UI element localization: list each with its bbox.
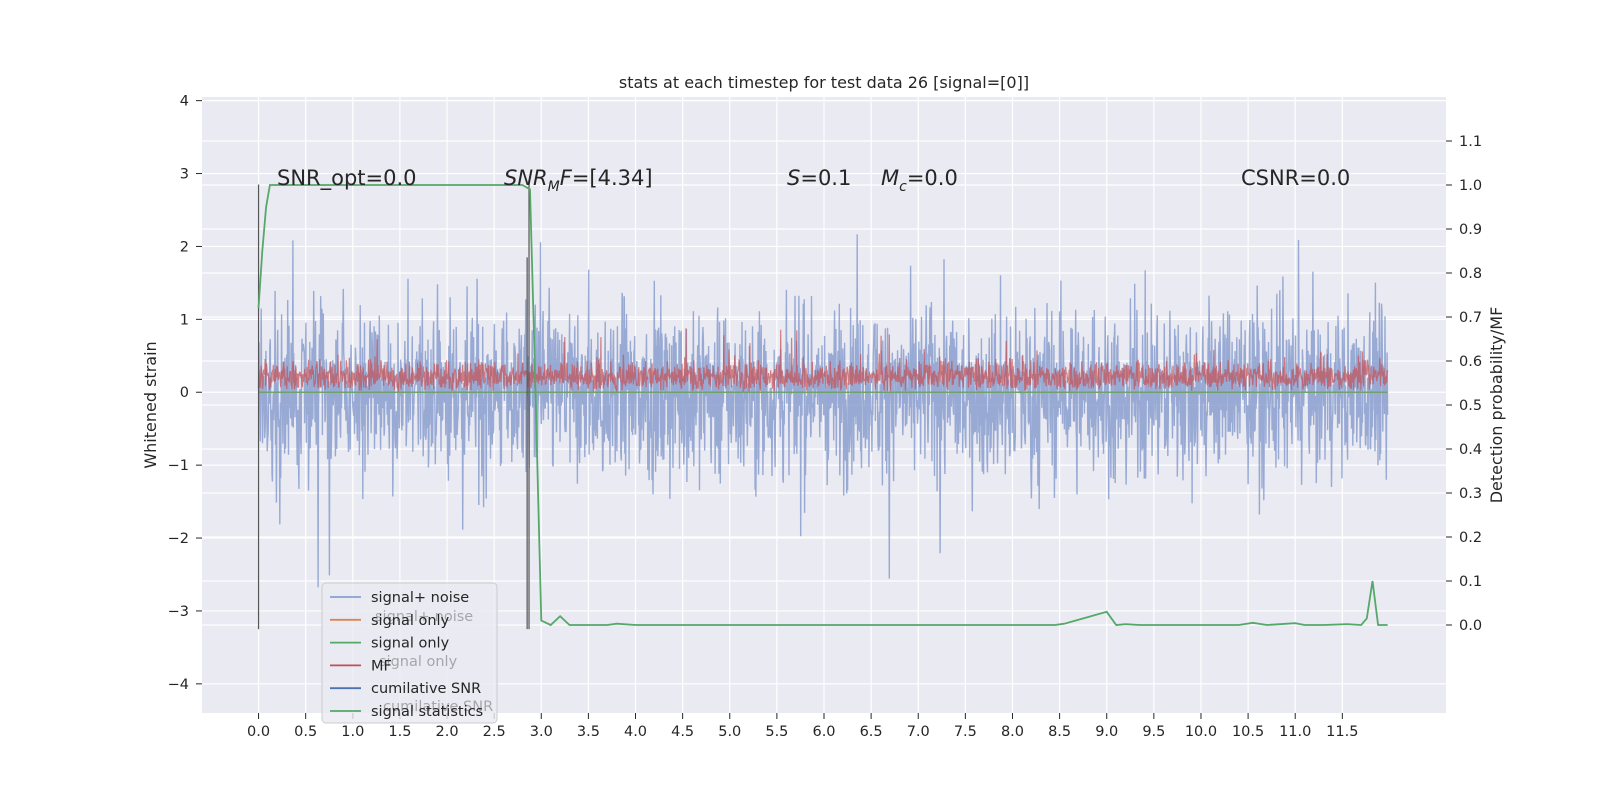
y-axis-right-label: Detection probability/MF xyxy=(1487,307,1506,504)
x-tick-label: 3.5 xyxy=(577,724,600,740)
legend-label: MF xyxy=(371,658,392,674)
legend-label: signal+ noise xyxy=(371,590,469,606)
x-tick-label: 9.5 xyxy=(1142,724,1165,740)
annotation-snr-opt: SNR_opt=0.0 xyxy=(277,166,417,191)
x-tick-label: 8.0 xyxy=(1001,724,1024,740)
y-left-tick-label: 2 xyxy=(180,239,189,255)
series-mf xyxy=(257,328,1389,393)
legend-label: signal only xyxy=(371,613,450,629)
x-tick-label: 5.0 xyxy=(718,724,741,740)
x-tick-label: 11.0 xyxy=(1279,724,1311,740)
y-right-tick-label: 0.0 xyxy=(1459,618,1482,634)
annotation-csnr: CSNR=0.0 xyxy=(1241,166,1350,190)
x-tick-label: 4.0 xyxy=(624,724,647,740)
x-tick-label: 3.0 xyxy=(530,724,553,740)
y-left-tick-label: 0 xyxy=(180,385,189,401)
y-left-tick-label: −1 xyxy=(168,458,189,474)
y-axis-left-label: Whitened strain xyxy=(141,341,160,468)
legend-ghost-text: signal only xyxy=(379,654,458,670)
x-tick-label: 4.5 xyxy=(671,724,694,740)
x-tick-label: 10.5 xyxy=(1232,724,1264,740)
y-right-tick-label: 0.5 xyxy=(1459,398,1482,414)
signal-statistics-line xyxy=(257,184,1388,627)
x-tick-label: 6.0 xyxy=(812,724,835,740)
annotation-snr-mf: SNRMF=[4.34] xyxy=(504,166,653,195)
x-tick-label: 1.0 xyxy=(341,724,364,740)
x-tick-label: 5.5 xyxy=(765,724,788,740)
x-tick-label: 7.5 xyxy=(954,724,977,740)
y-right-tick-label: 0.3 xyxy=(1459,486,1482,502)
legend-label: signal only xyxy=(371,636,450,652)
y-left-tick-label: −2 xyxy=(168,531,189,547)
x-tick-label: 2.0 xyxy=(435,724,458,740)
x-tick-label: 10.0 xyxy=(1185,724,1217,740)
legend-box xyxy=(321,582,498,724)
x-tick-label: 7.0 xyxy=(907,724,930,740)
y-right-tick-label: 0.4 xyxy=(1459,442,1482,458)
x-axis-ticks: 0.0 0.5 1.0 1.5 2.0 2.5 3.0 3.5 4.0 4.5 5.0 5.5 6.0 6… xyxy=(247,713,1358,740)
y-axis-left-ticks: 4 3 2 1 0 −1 −2 −3 −4 xyxy=(168,94,202,693)
x-tick-label: 2.5 xyxy=(483,724,506,740)
mf-line xyxy=(257,328,1389,393)
legend-ghost-text: cumilative SNR xyxy=(383,699,493,715)
x-tick-label: 0.5 xyxy=(294,724,317,740)
series-signal-statistics xyxy=(257,184,1388,627)
y-right-tick-label: 0.2 xyxy=(1459,530,1482,546)
x-tick-label: 1.5 xyxy=(388,724,411,740)
y-left-tick-label: 4 xyxy=(180,94,189,110)
annotation-mc: Mc=0.0 xyxy=(881,166,958,195)
y-left-tick-label: −4 xyxy=(168,677,189,693)
y-right-tick-label: 0.9 xyxy=(1459,222,1482,238)
annotation-s: S=0.1 xyxy=(787,166,851,190)
y-right-tick-label: 0.7 xyxy=(1459,310,1482,326)
y-right-tick-label: 0.8 xyxy=(1459,266,1482,282)
y-right-tick-label: 1.0 xyxy=(1459,178,1482,194)
x-tick-label: 0.0 xyxy=(247,724,270,740)
legend-label: signal statistics xyxy=(371,704,483,720)
x-tick-label: 9.0 xyxy=(1095,724,1118,740)
y-right-tick-label: 0.6 xyxy=(1459,354,1482,370)
y-left-tick-label: −3 xyxy=(168,604,189,620)
y-left-tick-label: 3 xyxy=(180,167,189,183)
x-tick-label: 8.5 xyxy=(1048,724,1071,740)
y-axis-right-ticks: 1.1 1.0 0.9 0.8 0.7 0.6 0.5 0.4 0.3 0.2 0.1 0.0 xyxy=(1446,134,1482,634)
chart-title: stats at each timestep for test data 26 … xyxy=(619,73,1029,92)
y-right-tick-label: 1.1 xyxy=(1459,134,1482,150)
series-cumulative-snr xyxy=(257,184,530,630)
x-tick-label: 6.5 xyxy=(860,724,883,740)
legend-ghost-text: signal+ noise xyxy=(375,609,473,625)
y-right-tick-label: 0.1 xyxy=(1459,574,1482,590)
x-tick-label: 11.5 xyxy=(1326,724,1358,740)
legend-label: cumilative SNR xyxy=(371,681,481,697)
y-left-tick-label: 1 xyxy=(180,312,189,328)
